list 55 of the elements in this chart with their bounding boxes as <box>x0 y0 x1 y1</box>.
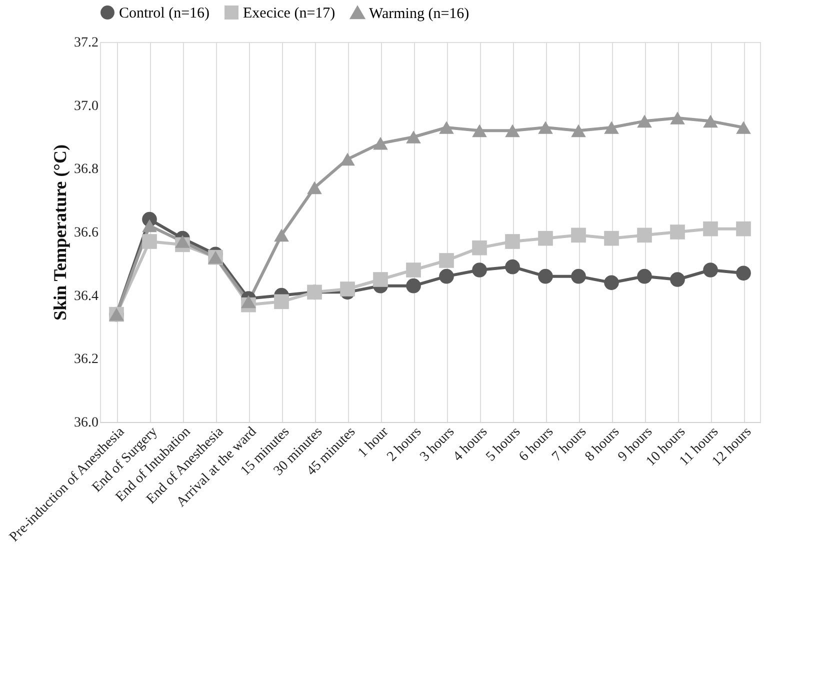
point <box>142 219 157 232</box>
point <box>604 275 619 290</box>
point <box>571 124 586 138</box>
point <box>439 268 454 284</box>
point <box>142 234 157 249</box>
point <box>406 278 421 294</box>
point <box>670 224 685 240</box>
point <box>703 114 718 128</box>
legend-label: Control (n=16) <box>119 6 210 22</box>
point <box>175 235 190 248</box>
point <box>406 262 421 278</box>
point <box>637 114 652 128</box>
point <box>340 152 355 166</box>
point <box>307 181 322 194</box>
point <box>703 221 718 236</box>
point <box>637 228 652 243</box>
point <box>241 295 256 308</box>
point <box>637 268 652 284</box>
y-tick-label: 37.2 <box>74 36 98 50</box>
point <box>538 268 553 284</box>
point <box>604 121 619 134</box>
point <box>736 221 751 236</box>
point <box>274 228 289 242</box>
point <box>571 268 586 284</box>
legend-label: Execice (n=17) <box>243 6 336 22</box>
y-tick-label: 36.4 <box>74 288 98 304</box>
point <box>571 228 586 243</box>
point <box>373 272 388 287</box>
y-axis-title: Skin Temperature (°C) <box>50 144 70 320</box>
point <box>670 112 685 124</box>
point <box>505 234 520 249</box>
point <box>670 272 685 287</box>
point <box>703 262 718 278</box>
point <box>538 230 553 246</box>
point <box>472 240 487 256</box>
point <box>406 130 421 144</box>
point <box>736 266 751 281</box>
point <box>472 124 487 138</box>
point <box>505 259 520 274</box>
y-tick-label: 36.6 <box>74 226 98 240</box>
point <box>472 262 487 278</box>
y-tick-label: 36.2 <box>74 352 98 368</box>
point <box>538 121 553 134</box>
legend-label: Warming (n=16) <box>369 6 470 22</box>
point <box>373 136 388 150</box>
point <box>505 124 520 138</box>
point <box>736 121 751 134</box>
y-tick-label: 36.8 <box>74 162 98 178</box>
point <box>604 230 619 246</box>
point <box>439 253 454 268</box>
point <box>439 121 454 134</box>
point <box>274 294 289 310</box>
point <box>340 282 355 296</box>
y-tick-label: 36.0 <box>74 416 98 430</box>
y-tick-label: 37.0 <box>74 98 98 114</box>
